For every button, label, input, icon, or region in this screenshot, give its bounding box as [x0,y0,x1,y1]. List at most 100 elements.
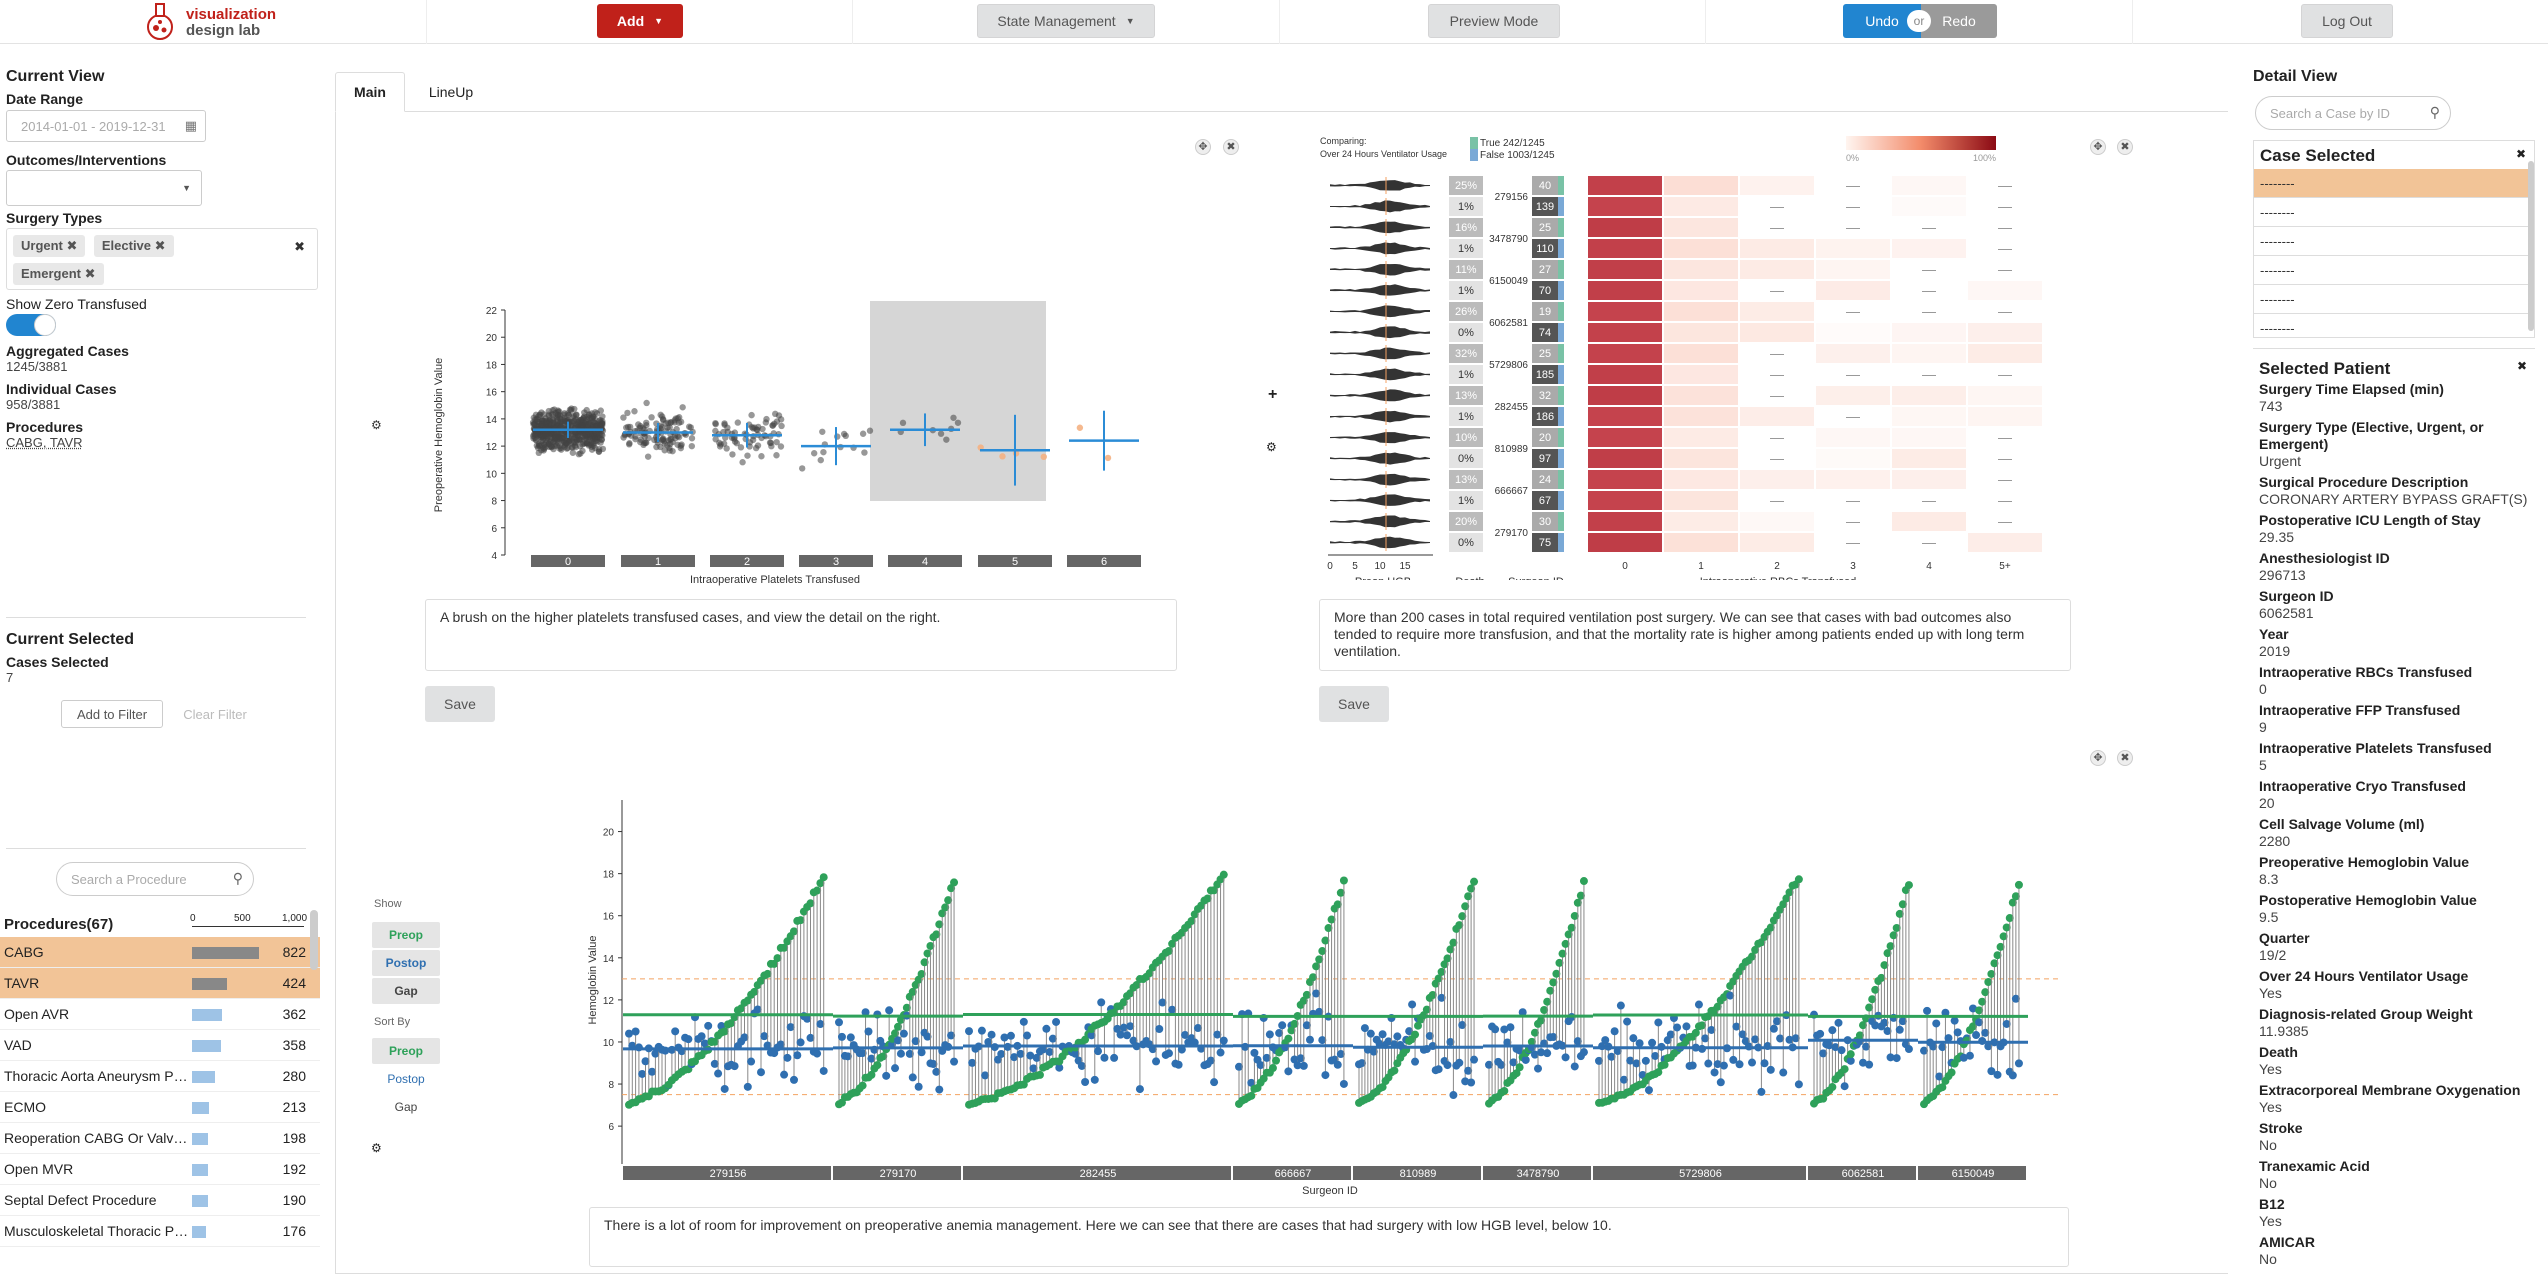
chip-urgent[interactable]: Urgent ✖ [13,235,86,257]
count-cell [1532,281,1558,300]
scrollbar[interactable] [310,910,318,970]
death-rate: 1% [1458,369,1474,381]
procedure-row[interactable]: TAVR 424 [0,968,320,999]
procedure-row[interactable]: VAD 358 [0,1030,320,1061]
move-icon[interactable]: ✥ [2090,750,2106,766]
date-range-input[interactable]: 2014-01-01 - 2019-12-31 ▦ [6,110,206,142]
procedure-row[interactable]: Open MVR 192 [0,1154,320,1185]
settings-icon[interactable]: ⚙ [371,1141,382,1155]
procedure-row[interactable]: Open AVR 362 [0,999,320,1030]
redo-button[interactable]: Redo [1921,4,1997,38]
sort-gap-button[interactable]: Gap [394,1100,418,1114]
brush-selection[interactable] [870,301,1046,501]
procedure-row[interactable]: CABG 822 [0,937,320,968]
settings-icon[interactable]: ⚙ [1266,440,1277,454]
tab-lineup[interactable]: LineUp [428,84,474,100]
remove-icon[interactable]: ✖ [154,238,166,253]
close-icon[interactable]: ✖ [2515,147,2526,161]
patient-field-label: Surgical Procedure Description [2259,474,2469,490]
heatmap-cell [1588,407,1662,426]
close-icon[interactable]: ✖ [2117,139,2133,155]
close-icon[interactable]: ✖ [2516,359,2527,373]
sort-by-label: Sort By [374,1016,411,1028]
procedure-row[interactable]: Thoracic Aorta Aneurysm Pr... 280 [0,1061,320,1092]
surgeon-id: 5729806 [1489,360,1528,371]
logout-button[interactable]: Log Out [2301,4,2393,38]
x-tick-label: 3 [833,556,839,568]
surgery-types-multiselect[interactable]: Urgent ✖ Elective ✖ Emergent ✖ ✖ [6,228,318,290]
close-icon[interactable]: ✖ [2117,750,2133,766]
chart1-notes[interactable]: A brush on the higher platelets transfus… [425,599,1177,671]
hemoglobin-dumbbell-chart[interactable]: 6 8 10 12 14 16 18 20 Hemoglobin Value 279156 2791… [580,780,2070,1200]
violin [1330,303,1430,320]
chip-elective[interactable]: Elective ✖ [93,235,174,257]
preview-mode-button[interactable]: Preview Mode [1428,4,1560,38]
search-icon[interactable]: ⚲ [2429,104,2440,120]
sort-preop-button[interactable]: Preop [372,1038,440,1064]
procedure-row[interactable]: Musculoskeletal Thoracic Pr... 176 [0,1216,320,1247]
patient-field-label: Postoperative Hemoglobin Value [2259,892,2477,908]
remove-icon[interactable]: ✖ [84,266,96,281]
clear-all-icon[interactable]: ✖ [294,239,305,254]
patient-field-label: Cell Salvage Volume (ml) [2259,816,2425,832]
heatmap-cell [1664,197,1738,216]
procedure-row[interactable]: Reoperation CABG Or Valve ... 198 [0,1123,320,1154]
scrollbar[interactable] [2528,161,2534,331]
calendar-icon[interactable]: ▦ [184,118,197,133]
case-row[interactable]: -------- [2254,314,2534,337]
remove-icon[interactable]: ✖ [66,238,78,253]
surgeon-group [625,873,828,1109]
show-gap-button[interactable]: Gap [372,978,440,1004]
procedure-name: Thoracic Aorta Aneurysm Pr... [4,1068,189,1084]
add-plus-icon[interactable]: + [1268,386,1278,403]
outcomes-dropdown[interactable]: ▼ [6,170,202,206]
surgeon-id-label: 6062581 [1842,1168,1885,1180]
death-rate: 0% [1458,453,1474,465]
move-icon[interactable]: ✥ [1195,139,1211,155]
show-postop-button[interactable]: Postop [372,950,440,976]
heatmap-cell [1588,512,1662,531]
show-preop-button[interactable]: Preop [372,922,440,948]
case-row[interactable]: -------- [2254,285,2534,314]
case-row[interactable]: -------- [2254,169,2534,198]
y-tick-label: 10 [603,1038,615,1049]
procedure-row[interactable]: ECMO 213 [0,1092,320,1123]
search-icon[interactable]: ⚲ [232,870,243,886]
heatmap-cell [1892,344,1966,363]
case-row[interactable]: -------- [2254,256,2534,285]
chart1-save-button[interactable]: Save [425,686,495,722]
case-row[interactable]: -------- [2254,227,2534,256]
add-button[interactable]: Add ▼ [597,4,683,38]
procedure-bar [192,1164,208,1176]
chip-emergent[interactable]: Emergent ✖ [13,263,104,285]
chart2-notes[interactable]: More than 200 cases in total required ve… [1319,599,2071,671]
tab-main[interactable]: Main [335,72,405,112]
add-to-filter-button[interactable]: Add to Filter [61,700,163,728]
patient-field-label: B12 [2259,1196,2285,1212]
patient-field-label: Extracorporeal Membrane Oxygenation [2259,1082,2521,1098]
chart3-notes[interactable]: There is a lot of room for improvement o… [589,1207,2069,1267]
sort-postop-button[interactable]: Postop [387,1072,425,1086]
heatmap-cell [1892,239,1966,258]
heatmap-cell [1816,344,1890,363]
procedure-search-input[interactable]: Search a Procedure ⚲ [56,862,254,896]
close-icon[interactable]: ✖ [1223,139,1239,155]
settings-icon[interactable]: ⚙ [371,418,382,432]
patient-fields: Surgery Time Elapsed (min) 743 Surgery Typ… [2259,381,2529,1274]
heatmap-cell [1588,260,1662,279]
move-icon[interactable]: ✥ [2090,139,2106,155]
show-zero-toggle[interactable] [6,314,56,336]
ventilator-heatmap-chart[interactable]: Comparing: Over 24 Hours Ventilator Usage… [1318,133,2053,580]
patient-field-value: 8.3 [2259,871,2279,887]
case-search-input[interactable]: Search a Case by ID ⚲ [2255,96,2451,130]
clear-filter-button[interactable]: Clear Filter [183,706,247,722]
x-tick-label: 1 [655,556,661,568]
procedure-row[interactable]: Septal Defect Procedure 190 [0,1185,320,1216]
state-management-button[interactable]: State Management ▼ [977,4,1155,38]
chart2-save-button[interactable]: Save [1319,686,1389,722]
procedure-bar [192,1071,215,1083]
y-tick-label: 20 [603,828,615,839]
case-row[interactable]: -------- [2254,198,2534,227]
death-cell [1449,281,1483,300]
